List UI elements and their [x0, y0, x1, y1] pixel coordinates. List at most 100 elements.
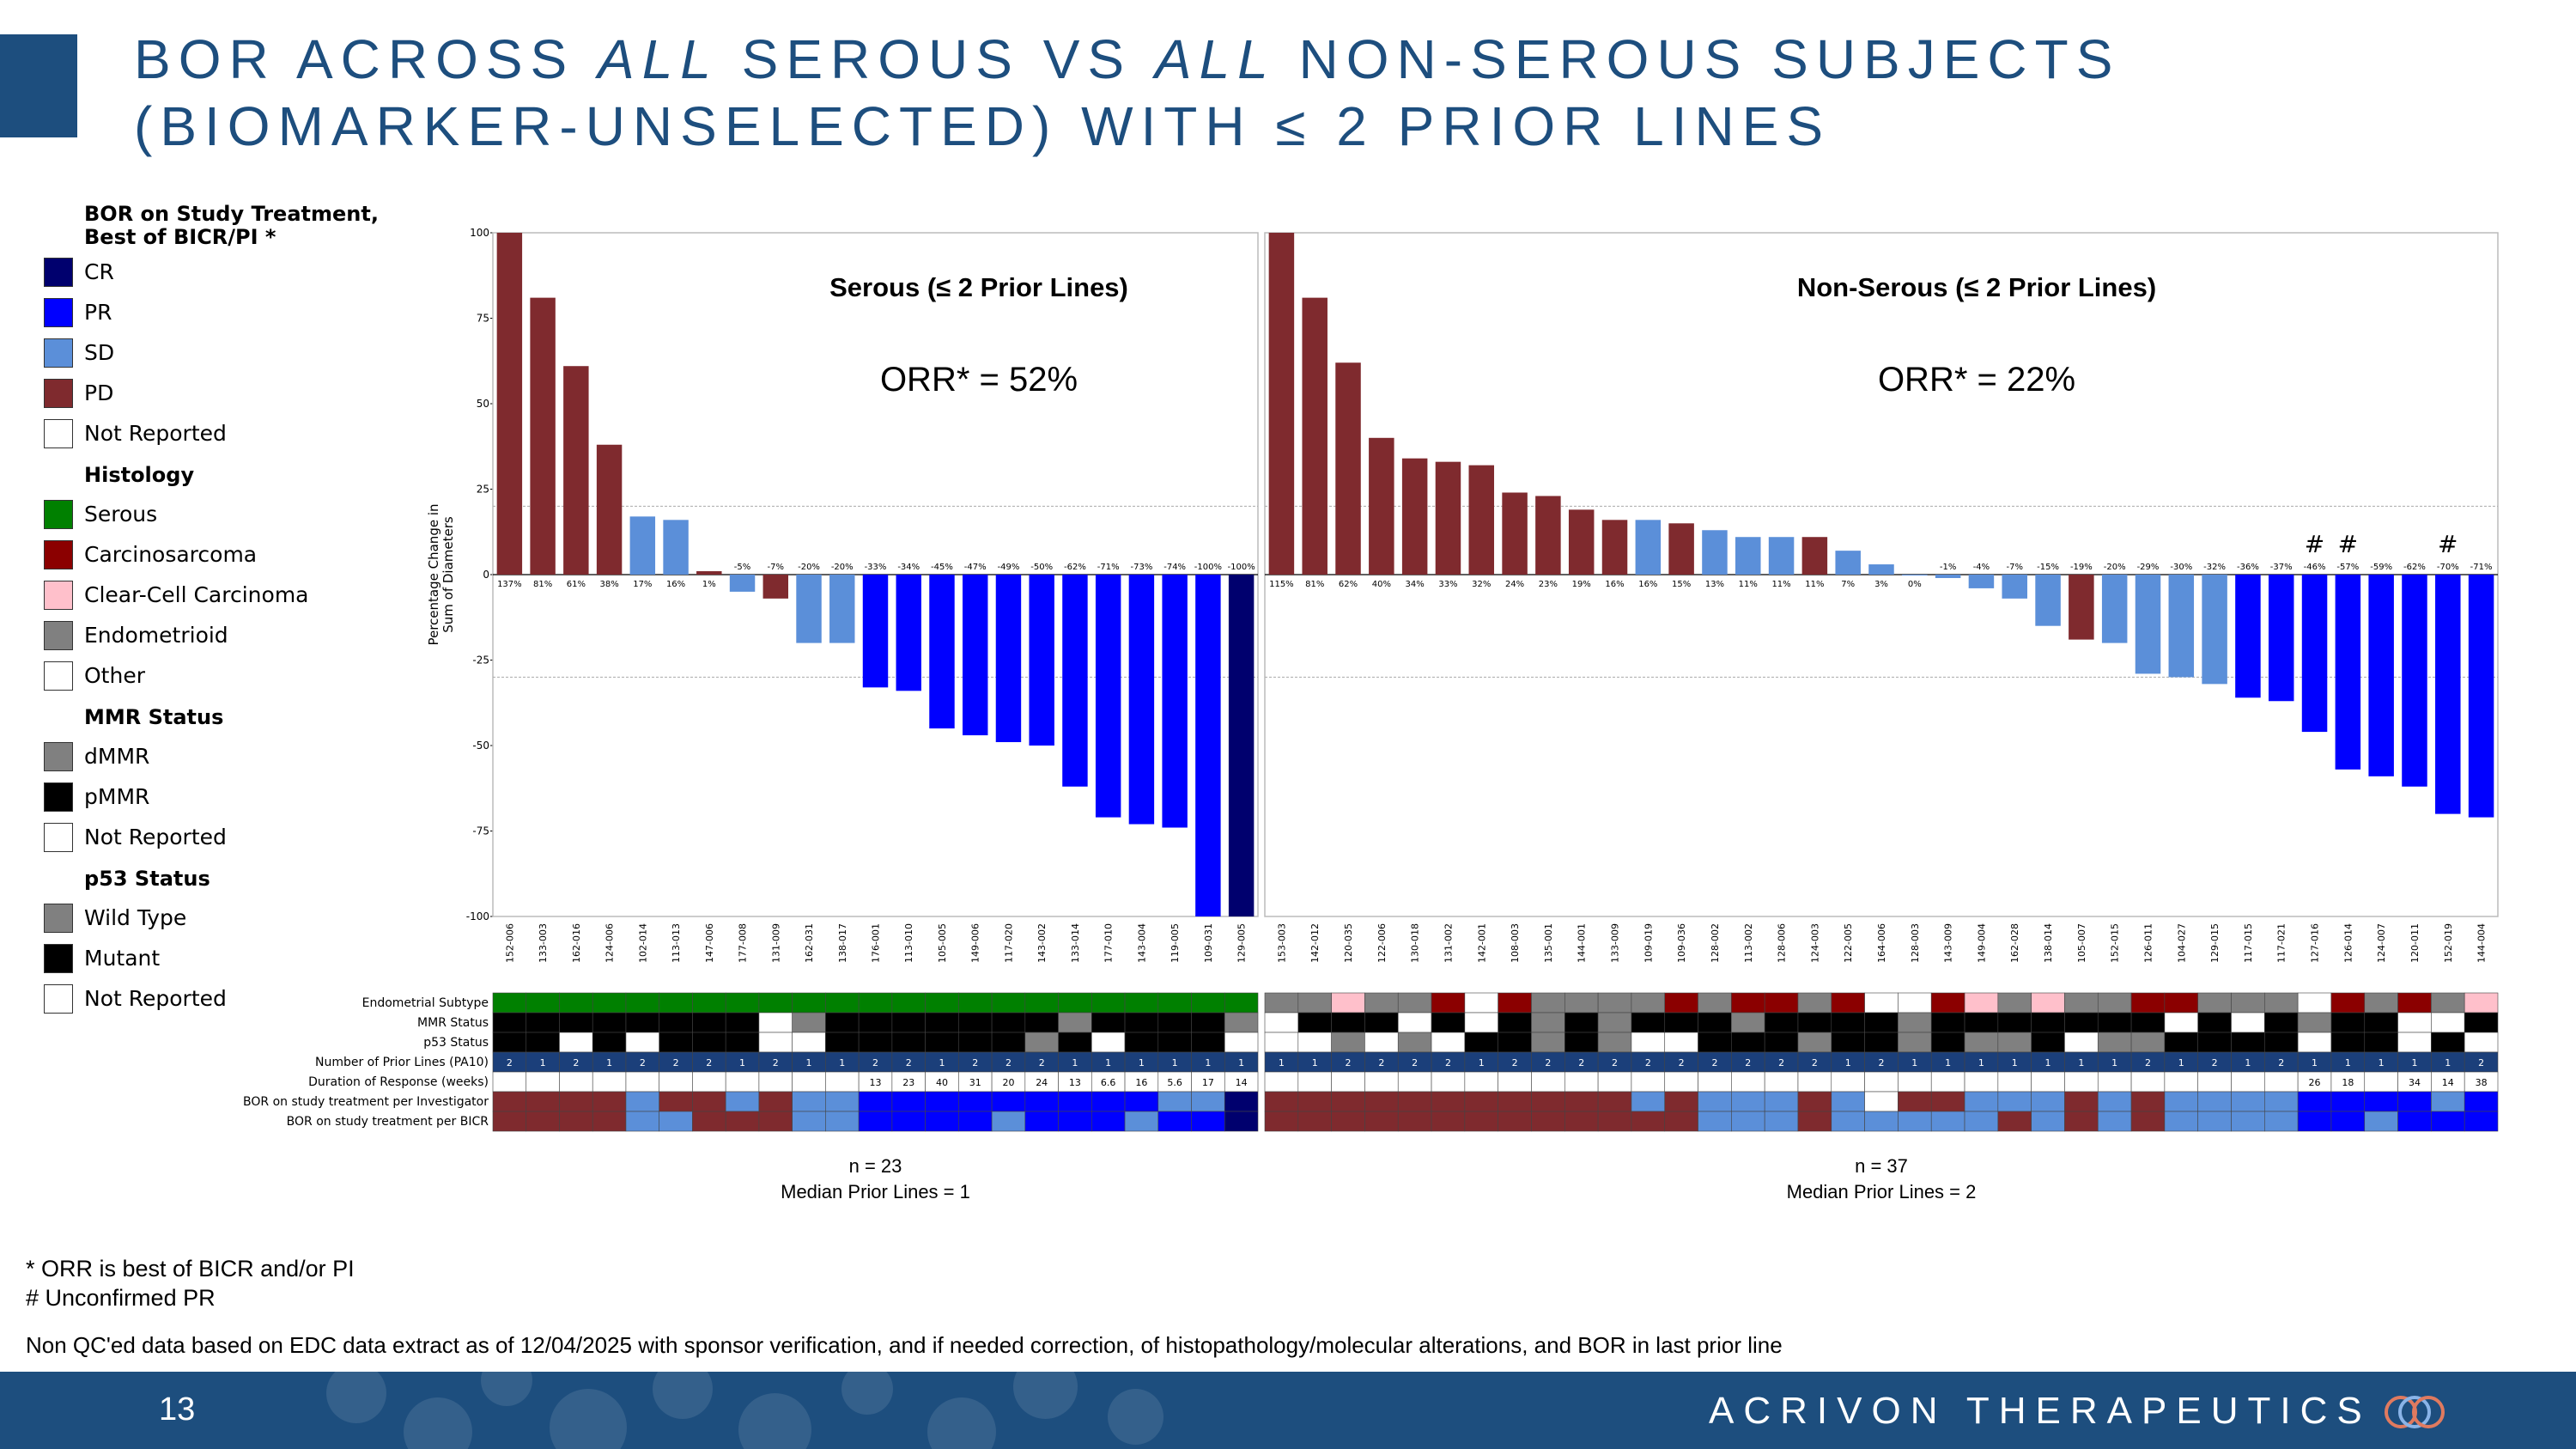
waterfall-bar — [663, 520, 689, 575]
annotation-cell-p53 — [1698, 1032, 1732, 1053]
annotation-cell-bicr — [1191, 1111, 1225, 1132]
annotation-cell-dor — [625, 1071, 659, 1093]
annotation-cell-dor — [659, 1071, 693, 1093]
annotation-cell-p53 — [2097, 1032, 2132, 1053]
annotation-cell-subtype — [792, 992, 826, 1014]
category-label: 153-003 — [1276, 923, 1287, 963]
bar-value-label: -46% — [2304, 563, 2326, 572]
duration-of-response-value: 23 — [902, 1077, 914, 1088]
annotation-cell-dor — [1664, 1071, 1698, 1093]
annotation-cell-dor — [1498, 1071, 1532, 1093]
prior-lines-value: 1 — [1205, 1057, 1211, 1068]
annotation-cell-subtype — [2330, 992, 2366, 1014]
annotation-cell-inv — [758, 1091, 793, 1112]
prior-lines-value: 1 — [1238, 1057, 1244, 1068]
annotation-cell-mmr — [858, 1012, 893, 1033]
prior-lines-value: 2 — [1039, 1057, 1045, 1068]
annotation-cell-p53 — [1091, 1032, 1126, 1053]
category-label: 133-009 — [1610, 923, 1621, 963]
category-label: 124-007 — [2376, 923, 2387, 963]
category-label: 105-007 — [2076, 923, 2087, 963]
annotation-cell-bicr — [2397, 1111, 2432, 1132]
annotation-cell-subtype — [2231, 992, 2265, 1014]
annotation-cell-inv — [1664, 1091, 1698, 1112]
legend-bor-title-2: Best of BICR/PI * — [84, 225, 276, 249]
annotation-cell-bicr — [1157, 1111, 1192, 1132]
annotation-cell-mmr — [2431, 1012, 2465, 1033]
prior-lines-value: 2 — [1005, 1057, 1012, 1068]
annotation-cell-bicr — [1264, 1111, 1299, 1132]
annotation-cell-bicr — [1731, 1111, 1765, 1132]
footnote-unconfirmed: # Unconfirmed PR — [26, 1285, 216, 1311]
legend-swatch-p53_items-2 — [44, 984, 73, 1014]
annotation-cell-p53 — [991, 1032, 1026, 1053]
legend-histology-title: Histology — [84, 463, 195, 487]
annotation-cell-mmr — [492, 1012, 527, 1033]
annotation-cell-dor — [1997, 1071, 2032, 1093]
annotation-cell-inv — [891, 1091, 926, 1112]
annotation-cell-dor — [725, 1071, 760, 1093]
annotation-cell-p53 — [1531, 1032, 1565, 1053]
annotation-cell-bicr — [1698, 1111, 1732, 1132]
bar-value-label: 11% — [1805, 580, 1824, 589]
annotation-cell-inv — [2264, 1091, 2299, 1112]
duration-of-response-value: 13 — [1069, 1077, 1081, 1088]
annotation-cell-mmr — [1930, 1012, 1965, 1033]
duration-of-response-value: 6.6 — [1101, 1077, 1116, 1088]
legend-swatch-histology_items-1 — [44, 540, 73, 569]
annotation-cell-p53 — [958, 1032, 993, 1053]
prior-lines-value: 2 — [1612, 1057, 1618, 1068]
annotation-cell-bicr — [1564, 1111, 1599, 1132]
duration-of-response-value: 20 — [1002, 1077, 1014, 1088]
annotation-cell-mmr — [1564, 1012, 1599, 1033]
annotation-cell-subtype — [625, 992, 659, 1014]
annotation-cell-dor — [1597, 1071, 1632, 1093]
annotation-cell-subtype — [891, 992, 926, 1014]
category-label: 128-003 — [1910, 923, 1921, 963]
annotation-cell-subtype — [2431, 992, 2465, 1014]
category-label: 104-027 — [2176, 923, 2187, 963]
prior-lines-value: 1 — [540, 1057, 546, 1068]
annotation-cell-inv — [1264, 1091, 1299, 1112]
waterfall-bar — [1868, 564, 1894, 575]
duration-of-response-value: 14 — [2442, 1077, 2454, 1088]
bar-value-label: -36% — [2237, 563, 2259, 572]
prior-lines-value: 1 — [2445, 1057, 2451, 1068]
annotation-cell-subtype — [2031, 992, 2065, 1014]
bar-value-label: 17% — [633, 580, 652, 589]
decor-dot — [738, 1393, 811, 1449]
unconfirmed-pr-mark: # — [2438, 530, 2458, 558]
annotation-cell-p53 — [2164, 1032, 2199, 1053]
annotation-cell-subtype — [1964, 992, 1999, 1014]
annotation-cell-inv — [1597, 1091, 1632, 1112]
prior-lines-value: 2 — [640, 1057, 646, 1068]
bar-value-label: 61% — [567, 580, 586, 589]
annotation-cell-subtype — [1564, 992, 1599, 1014]
prior-lines-value: 1 — [2012, 1057, 2018, 1068]
category-label: 143-009 — [1943, 923, 1954, 963]
waterfall-bar — [2002, 575, 2027, 599]
annotation-cell-mmr — [2097, 1012, 2132, 1033]
legend-swatch-mmr_items-1 — [44, 782, 73, 812]
annotation-cell-bicr — [1864, 1111, 1899, 1132]
annotation-cell-mmr — [2464, 1012, 2499, 1033]
category-label: 126-014 — [2342, 923, 2354, 963]
bar-value-label: 38% — [599, 580, 618, 589]
legend-label-bor_items-3: PD — [84, 381, 114, 405]
waterfall-bar — [530, 297, 556, 575]
waterfall-bar — [1668, 523, 1694, 575]
legend-label-mmr_items-0: dMMR — [84, 744, 150, 769]
prior-lines-value: 1 — [1845, 1057, 1851, 1068]
annotation-cell-bicr — [858, 1111, 893, 1132]
legend-label-histology_items-4: Other — [84, 663, 145, 688]
waterfall-bar — [563, 366, 589, 575]
annotation-cell-dor — [1831, 1071, 1865, 1093]
waterfall-bar — [862, 575, 889, 688]
annotation-cell-p53 — [526, 1032, 560, 1053]
annotation-cell-dor — [526, 1071, 560, 1093]
annotation-cell-mmr — [1124, 1012, 1159, 1033]
annotation-cell-bicr — [1498, 1111, 1532, 1132]
annotation-cell-inv — [1297, 1091, 1332, 1112]
annotation-cell-bicr — [2431, 1111, 2465, 1132]
row-label: BOR on study treatment per Investigator — [243, 1095, 489, 1109]
